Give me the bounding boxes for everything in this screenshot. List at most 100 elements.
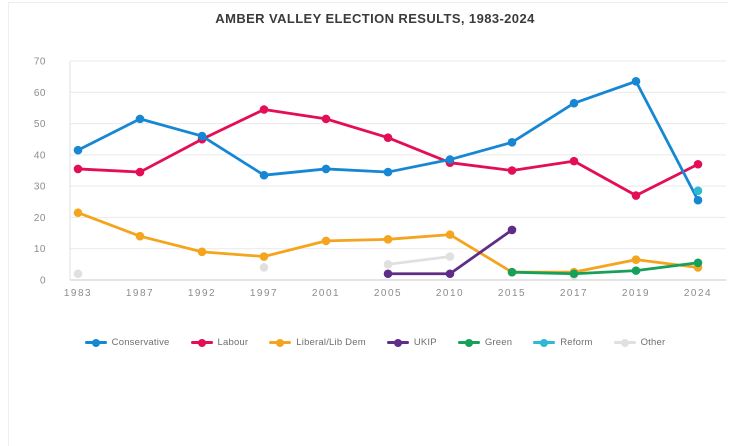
- y-tick-label: 30: [34, 182, 46, 193]
- point-green: [631, 266, 641, 275]
- series-line-conservative: [138, 117, 204, 138]
- series-line-conservative: [76, 117, 142, 152]
- legend-item-liberal-lib-dem: Liberal/Lib Dem: [269, 337, 366, 348]
- series-line-labour: [200, 108, 266, 141]
- series-line-green: [634, 261, 700, 273]
- x-tick-label: 1997: [250, 288, 278, 299]
- legend-marker-labour: [190, 338, 213, 347]
- y-tick-label: 70: [34, 57, 46, 68]
- y-tick-label: 0: [40, 276, 46, 287]
- point-labour: [135, 167, 145, 177]
- series-line-green: [572, 269, 638, 276]
- series-line-conservative: [448, 140, 514, 161]
- series-line-liberal-lib-dem: [138, 234, 204, 254]
- legend-dot: [393, 338, 402, 347]
- series-line-labour: [324, 117, 390, 140]
- legend-item-ukip: UKIP: [386, 337, 437, 348]
- point-conservative: [445, 155, 455, 164]
- series-line-labour: [386, 136, 452, 165]
- point-labour: [383, 133, 393, 142]
- series-line-liberal-lib-dem: [76, 211, 142, 238]
- series-line-labour: [76, 167, 142, 174]
- series-line-labour: [262, 108, 328, 121]
- point-conservative: [383, 167, 393, 177]
- legend-marker-reform: [533, 338, 556, 347]
- point-green: [693, 258, 703, 268]
- point-conservative: [569, 98, 579, 108]
- series-line-green: [510, 270, 576, 276]
- point-liberal-lib-dem: [259, 252, 269, 261]
- point-labour: [631, 191, 641, 200]
- point-conservative: [259, 170, 269, 180]
- y-tick-label: 50: [34, 119, 46, 130]
- legend-item-green: Green: [457, 337, 513, 348]
- y-tick-label: 20: [34, 213, 46, 224]
- series-line-other: [386, 255, 452, 266]
- legend-label: Green: [484, 337, 513, 348]
- line-chart: 0 10 20 30 40 50 60 70 1983 1987 1992 1997 2001 2005 2…: [34, 57, 726, 299]
- card-border-left: [8, 2, 9, 446]
- point-labour: [693, 159, 703, 169]
- series-line-liberal-lib-dem: [386, 233, 452, 241]
- point-other: [383, 260, 393, 269]
- point-liberal-lib-dem: [445, 230, 455, 239]
- legend-dot: [540, 338, 549, 347]
- point-liberal-lib-dem: [631, 255, 641, 264]
- legend-marker-green: [457, 338, 480, 347]
- series-line-conservative: [200, 134, 266, 177]
- legend-label: Conservative: [111, 337, 170, 348]
- legend-item-reform: Reform: [533, 337, 592, 348]
- legend-marker-ukip: [386, 338, 409, 347]
- point-ukip: [383, 269, 393, 279]
- series-line-conservative: [386, 158, 452, 174]
- x-tick-label: 1983: [64, 288, 92, 299]
- series-line-labour: [634, 162, 700, 197]
- series-line-conservative: [324, 167, 390, 174]
- legend-item-labour: Labour: [190, 337, 249, 348]
- point-conservative: [135, 114, 145, 124]
- y-tick-label: 10: [34, 244, 46, 255]
- point-conservative: [507, 138, 517, 147]
- series-line-liberal-lib-dem: [572, 258, 638, 274]
- legend-dot: [91, 338, 100, 347]
- legend-marker-conservative: [84, 338, 107, 347]
- series-line-conservative: [262, 167, 328, 177]
- point-conservative: [631, 77, 641, 86]
- x-tick-label: 2017: [560, 288, 588, 299]
- point-green: [569, 269, 579, 279]
- legend-marker-other: [613, 338, 636, 347]
- point-conservative: [693, 195, 703, 205]
- point-liberal-lib-dem: [73, 208, 83, 218]
- legend-label: UKIP: [413, 337, 437, 348]
- chart-legend: Conservative Labour Liberal/Lib Dem UKIP Gre…: [0, 337, 750, 348]
- point-labour: [321, 114, 331, 124]
- legend-marker-liberal-lib-dem: [269, 338, 292, 347]
- point-reform: [693, 186, 703, 196]
- point-ukip: [507, 225, 517, 235]
- point-conservative: [197, 131, 207, 141]
- point-conservative: [321, 164, 331, 174]
- point-other: [445, 252, 455, 261]
- legend-item-other: Other: [613, 337, 666, 348]
- series-line-ukip: [448, 228, 514, 276]
- series-line-labour: [510, 159, 576, 172]
- legend-label: Other: [640, 337, 666, 348]
- series-line-liberal-lib-dem: [634, 258, 700, 269]
- point-liberal-lib-dem: [383, 235, 393, 244]
- legend-dot: [276, 338, 285, 347]
- legend-item-conservative: Conservative: [84, 337, 170, 348]
- x-tick-label: 1987: [126, 288, 154, 299]
- series-line-liberal-lib-dem: [262, 239, 328, 258]
- legend-label: Liberal/Lib Dem: [296, 337, 366, 348]
- chart-title: AMBER VALLEY ELECTION RESULTS, 1983-2024: [215, 11, 535, 26]
- series-line-labour: [448, 161, 514, 172]
- y-tick-label: 60: [34, 88, 46, 99]
- legend-dot: [464, 338, 473, 347]
- x-tick-label: 2024: [684, 288, 712, 299]
- x-tick-label: 2010: [436, 288, 464, 299]
- legend-label: Labour: [217, 337, 249, 348]
- legend-dot: [620, 338, 629, 347]
- y-tick-label: 40: [34, 150, 46, 161]
- point-liberal-lib-dem: [197, 247, 207, 257]
